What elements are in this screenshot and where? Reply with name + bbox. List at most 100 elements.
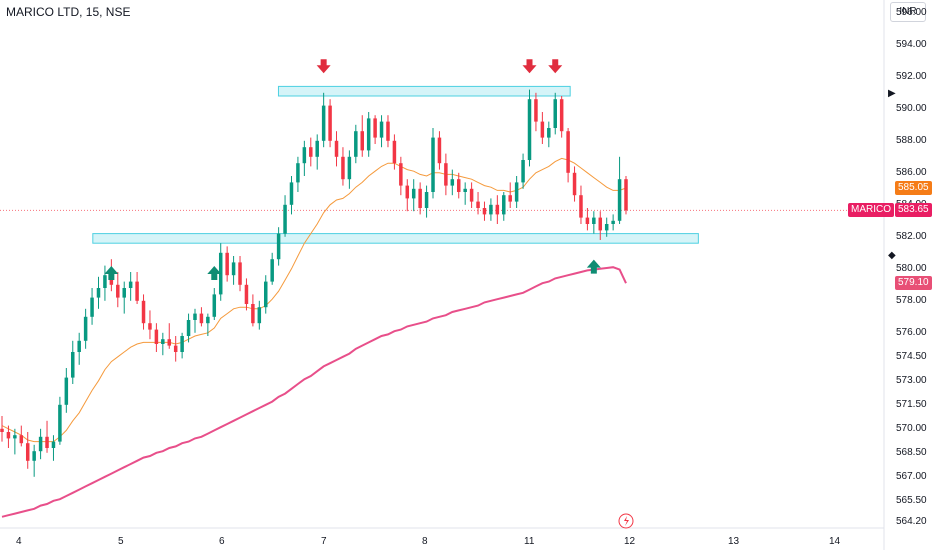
price-tick-label: 586.00 [896, 166, 927, 178]
candle-body [199, 313, 204, 324]
candle-body [437, 137, 442, 164]
candle-body [508, 195, 512, 202]
candle-body [71, 352, 75, 378]
time-tick-label: 14 [829, 536, 841, 547]
candle-body [456, 179, 461, 192]
candle-body [514, 182, 519, 202]
candle-body [32, 451, 36, 461]
candle-body [45, 436, 49, 448]
candle-body [418, 188, 422, 208]
up-arrow-icon [586, 259, 601, 274]
candle-body [0, 428, 4, 432]
price-tick-label: 571.50 [896, 398, 927, 410]
candle-body [83, 316, 88, 341]
time-tick-label: 5 [118, 536, 124, 547]
candle-body [116, 284, 120, 298]
candle-body [399, 163, 403, 186]
lightning-icon [624, 516, 629, 526]
time-tick-label: 4 [16, 536, 22, 547]
candle-body [238, 262, 242, 285]
candle-body [347, 156, 352, 180]
candle-body [424, 192, 429, 208]
candle-body [128, 281, 133, 288]
candle-body [321, 105, 326, 141]
candle-body [135, 281, 139, 301]
scale-marker-icon: ◆ [888, 250, 896, 261]
time-tick-label: 7 [321, 536, 327, 547]
candle-body [193, 313, 197, 320]
candle-body [180, 336, 184, 352]
candle-body [283, 204, 287, 234]
candle-body [469, 188, 474, 202]
candle-body [334, 140, 339, 157]
price-tick-label: 574.50 [896, 350, 927, 362]
price-tick-label: 582.00 [896, 230, 927, 242]
candle-body [51, 441, 56, 448]
price-tick-label: 576.00 [896, 326, 927, 338]
candle-body [296, 163, 300, 183]
ema-slow-price-tag: 579.10 [895, 276, 932, 291]
candle-body [173, 345, 178, 352]
candle-body [13, 435, 17, 439]
candle-body [604, 224, 609, 231]
ema-fast-line [1, 157, 627, 443]
candle-body [379, 121, 384, 138]
candle-body [90, 297, 94, 317]
candle-body [244, 284, 249, 304]
candle-body [386, 121, 390, 141]
candle-body [141, 300, 146, 324]
candle-body [122, 288, 126, 298]
candle-body [540, 121, 545, 138]
candle-body [309, 147, 313, 157]
resistance-zone [277, 85, 571, 97]
candle-body [598, 217, 603, 231]
time-tick-label: 6 [219, 536, 225, 547]
candle-body [270, 259, 274, 282]
candle-body [450, 179, 455, 186]
candle-body [341, 156, 345, 180]
candle-body [534, 99, 538, 122]
candle-body [103, 275, 107, 288]
price-tick-label: 592.00 [896, 70, 927, 82]
candle-body [354, 131, 358, 157]
price-tick-label: 588.00 [896, 134, 927, 146]
currency-button[interactable]: INR [890, 2, 926, 22]
candle-body [559, 99, 564, 132]
candle-body [489, 204, 493, 215]
candle-body [444, 163, 448, 186]
candle-body [392, 140, 397, 164]
candle-body [315, 140, 319, 157]
candle-body [6, 432, 11, 439]
candle-body [225, 252, 229, 276]
price-tick-label: 590.00 [896, 102, 927, 114]
candle-body [373, 118, 377, 138]
candle-body [96, 288, 101, 298]
candle-body [64, 377, 69, 405]
ema-fast-price-tag: 585.05 [895, 181, 932, 195]
candle-body [161, 339, 165, 344]
candle-body [251, 304, 255, 324]
support-zone [92, 233, 699, 244]
candle-body [476, 201, 480, 208]
candle-body [482, 208, 487, 215]
candle-body [58, 404, 62, 442]
symbol-price-label: MARICO [848, 203, 894, 218]
candle-body [360, 131, 364, 151]
price-tick-label: 564.20 [896, 515, 927, 527]
crosshair-marker-icon: ▶ [888, 88, 896, 99]
price-tick-label: 570.00 [896, 422, 927, 434]
time-tick-label: 13 [728, 536, 740, 547]
down-arrow-icon [548, 59, 563, 74]
candle-body [19, 435, 24, 444]
candle-body [521, 160, 525, 183]
price-tick-label: 565.50 [896, 494, 927, 506]
candle-body [231, 262, 236, 276]
alert-icon [618, 513, 634, 529]
candle-body [617, 179, 622, 221]
down-arrow-icon [316, 59, 331, 74]
candle-body [276, 233, 281, 260]
candle-body [328, 105, 332, 141]
symbol-title[interactable]: MARICO LTD, 15, NSE [6, 5, 131, 19]
candle-body [585, 217, 590, 224]
